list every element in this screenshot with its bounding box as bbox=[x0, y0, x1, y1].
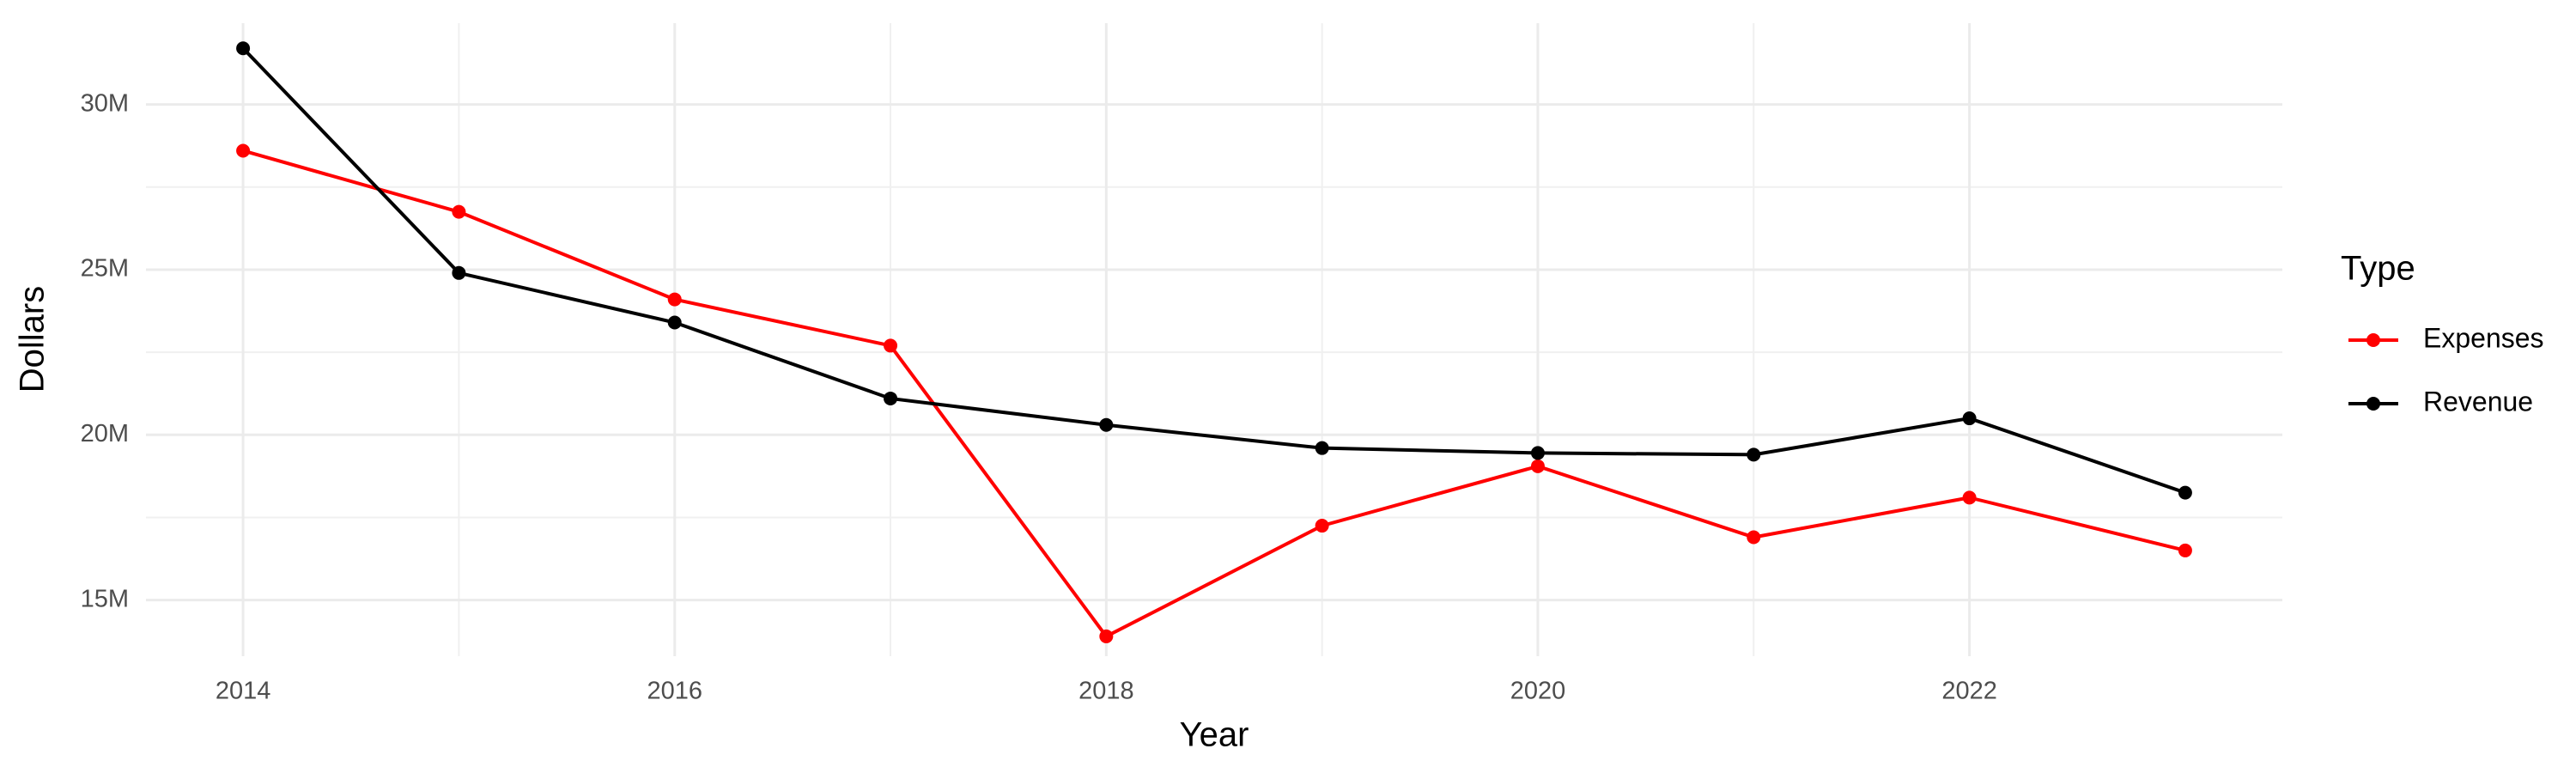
x-tick-label: 2018 bbox=[1078, 678, 1134, 705]
series-line bbox=[241, 46, 2186, 495]
data-point bbox=[1099, 417, 1114, 432]
data-point bbox=[1962, 490, 1977, 505]
x-tick-label: 2016 bbox=[647, 678, 702, 705]
data-point bbox=[452, 204, 466, 219]
data-point bbox=[2178, 485, 2192, 500]
data-point bbox=[1315, 519, 1329, 533]
series-line bbox=[242, 149, 2186, 639]
data-point bbox=[1530, 446, 1545, 460]
data-point bbox=[452, 265, 466, 280]
data-point bbox=[236, 41, 251, 56]
legend-title: Type bbox=[2341, 250, 2415, 288]
y-tick-label: 20M bbox=[81, 420, 129, 447]
data-point bbox=[667, 292, 682, 307]
legend-point bbox=[2366, 397, 2380, 411]
x-tick-label: 2022 bbox=[1941, 678, 1997, 705]
data-point bbox=[884, 338, 898, 353]
legend-point bbox=[2366, 333, 2380, 347]
y-tick-label: 30M bbox=[81, 89, 129, 117]
y-tick-label: 25M bbox=[81, 255, 129, 283]
legend-label: Revenue bbox=[2423, 386, 2533, 417]
data-point bbox=[1747, 447, 1761, 462]
data-point bbox=[2178, 543, 2192, 557]
data-point bbox=[667, 315, 682, 330]
data-point bbox=[1747, 530, 1761, 545]
y-axis-title: Dollars bbox=[14, 286, 52, 393]
data-point bbox=[1315, 441, 1329, 455]
y-tick-label: 15M bbox=[81, 585, 129, 612]
x-tick-label: 2020 bbox=[1510, 678, 1566, 705]
data-point bbox=[884, 391, 898, 405]
data-point bbox=[1962, 411, 1977, 426]
x-tick-label: 2014 bbox=[216, 678, 271, 705]
legend-label: Expenses bbox=[2423, 322, 2544, 353]
data-point bbox=[236, 143, 251, 158]
x-axis-title: Year bbox=[1180, 716, 1249, 754]
data-point bbox=[1530, 459, 1545, 473]
data-point bbox=[1099, 629, 1114, 643]
